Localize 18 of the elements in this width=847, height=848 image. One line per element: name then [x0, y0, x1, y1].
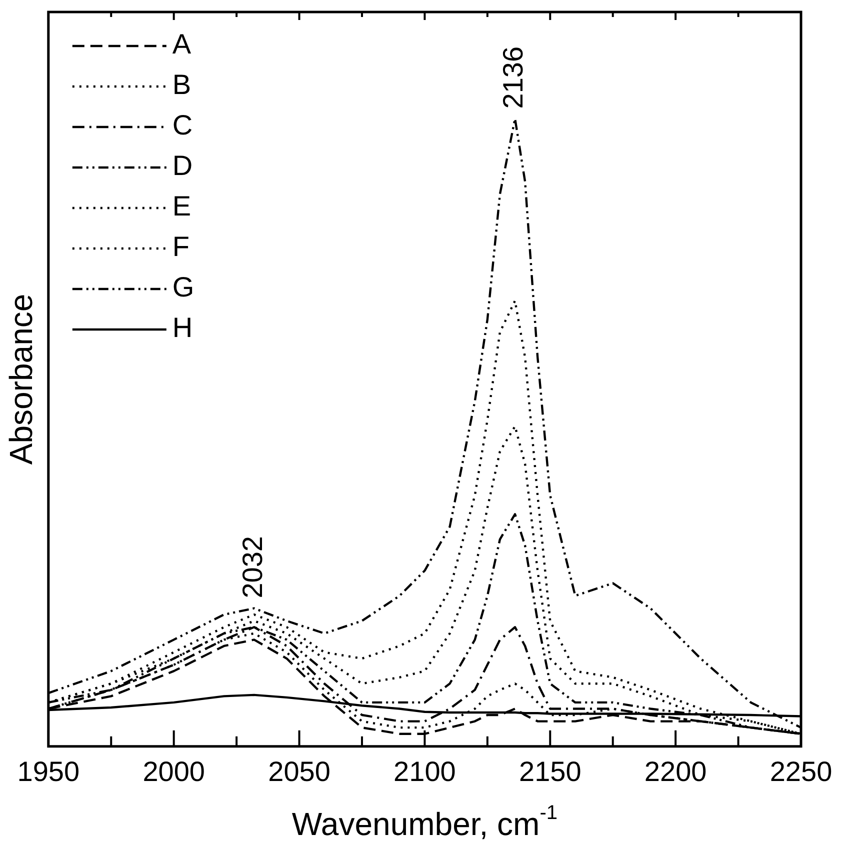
legend-label: D	[172, 150, 193, 182]
legend-label: C	[172, 110, 193, 141]
legend-label: H	[172, 312, 193, 344]
legend-label: A	[172, 28, 192, 60]
y-axis-title: Absorbance	[3, 294, 40, 465]
x-tick-label: 2000	[142, 756, 205, 787]
x-tick-label: 2150	[518, 756, 582, 787]
x-tick-label: 2200	[644, 756, 707, 787]
legend-label: B	[172, 69, 192, 100]
x-tick-label: 2050	[268, 756, 330, 787]
annotation: 2032	[236, 536, 268, 598]
annotation: 2136	[498, 46, 529, 109]
legend-label: F	[172, 231, 190, 262]
legend-label: G	[172, 272, 194, 303]
x-tick-label: 2250	[770, 756, 832, 787]
x-tick-label: 2100	[394, 756, 456, 787]
x-tick-label: 1950	[17, 756, 80, 787]
legend-label: E	[172, 190, 192, 222]
